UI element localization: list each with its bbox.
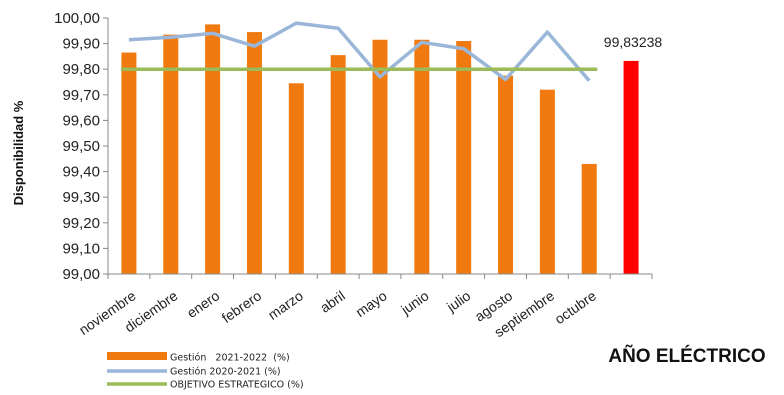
y-axis-label: Disponibilidad % (11, 100, 26, 205)
x-tick-label: mayo (353, 287, 390, 320)
legend-swatch (107, 352, 167, 360)
x-tick-label: octubre (552, 287, 600, 327)
bar-octubre (581, 163, 597, 274)
y-tick-label: 99,50 (62, 138, 100, 155)
bars (121, 24, 639, 275)
x-tick-label: julio (443, 287, 474, 315)
x-tick-label: marzo (265, 287, 306, 323)
y-tick-label: 99,10 (62, 240, 100, 257)
bar-septiembre (539, 89, 555, 275)
y-tick-label: 99,70 (62, 87, 100, 104)
x-axis-label: AÑO ELÉCTRICO (608, 345, 765, 367)
lines (120, 21, 598, 82)
bar-junio (414, 39, 430, 275)
bar-diciembre (163, 34, 179, 274)
x-tick-label: enero (184, 287, 223, 321)
bar-julio (456, 41, 472, 274)
bar-abril (330, 55, 346, 275)
y-tick-label: 99,20 (62, 215, 100, 232)
y-tick-label: 99,40 (62, 164, 100, 181)
y-tick-label: 100,00 (54, 10, 100, 27)
bar-mayo (372, 39, 388, 275)
bar-noviembre (121, 52, 137, 275)
x-tick-label: febrero (219, 287, 265, 326)
x-tick-label: junio (397, 287, 431, 318)
y-tick-label: 99,30 (62, 189, 100, 206)
data-label: 99,83238 (604, 34, 663, 50)
legend-entry: Gestión 2020-2021 (%) (170, 367, 281, 378)
bar-agosto (498, 75, 514, 274)
bar-highlight-total (623, 60, 639, 274)
legend: Gestión 2021-2022 (%) Gestión 2020-2021 (… (107, 352, 304, 391)
x-tick-label: abril (317, 287, 348, 315)
bar-marzo (288, 83, 304, 274)
y-axis: 99,00 99,10 99,20 99,30 99,40 99,50 99,60 99,70… (54, 10, 109, 283)
legend-entry: Gestión 2021-2022 (%) (170, 353, 290, 364)
y-tick-label: 99,90 (62, 36, 100, 53)
legend-entry: OBJETIVO ESTRATEGICO (%) (170, 380, 304, 391)
y-tick-label: 99,00 (62, 266, 100, 283)
bar-febrero (246, 32, 262, 274)
line-gestion-2020-2021 (128, 21, 591, 82)
y-tick-label: 99,60 (62, 112, 100, 129)
y-tick-label: 99,80 (62, 61, 100, 78)
bar-enero (205, 24, 221, 275)
